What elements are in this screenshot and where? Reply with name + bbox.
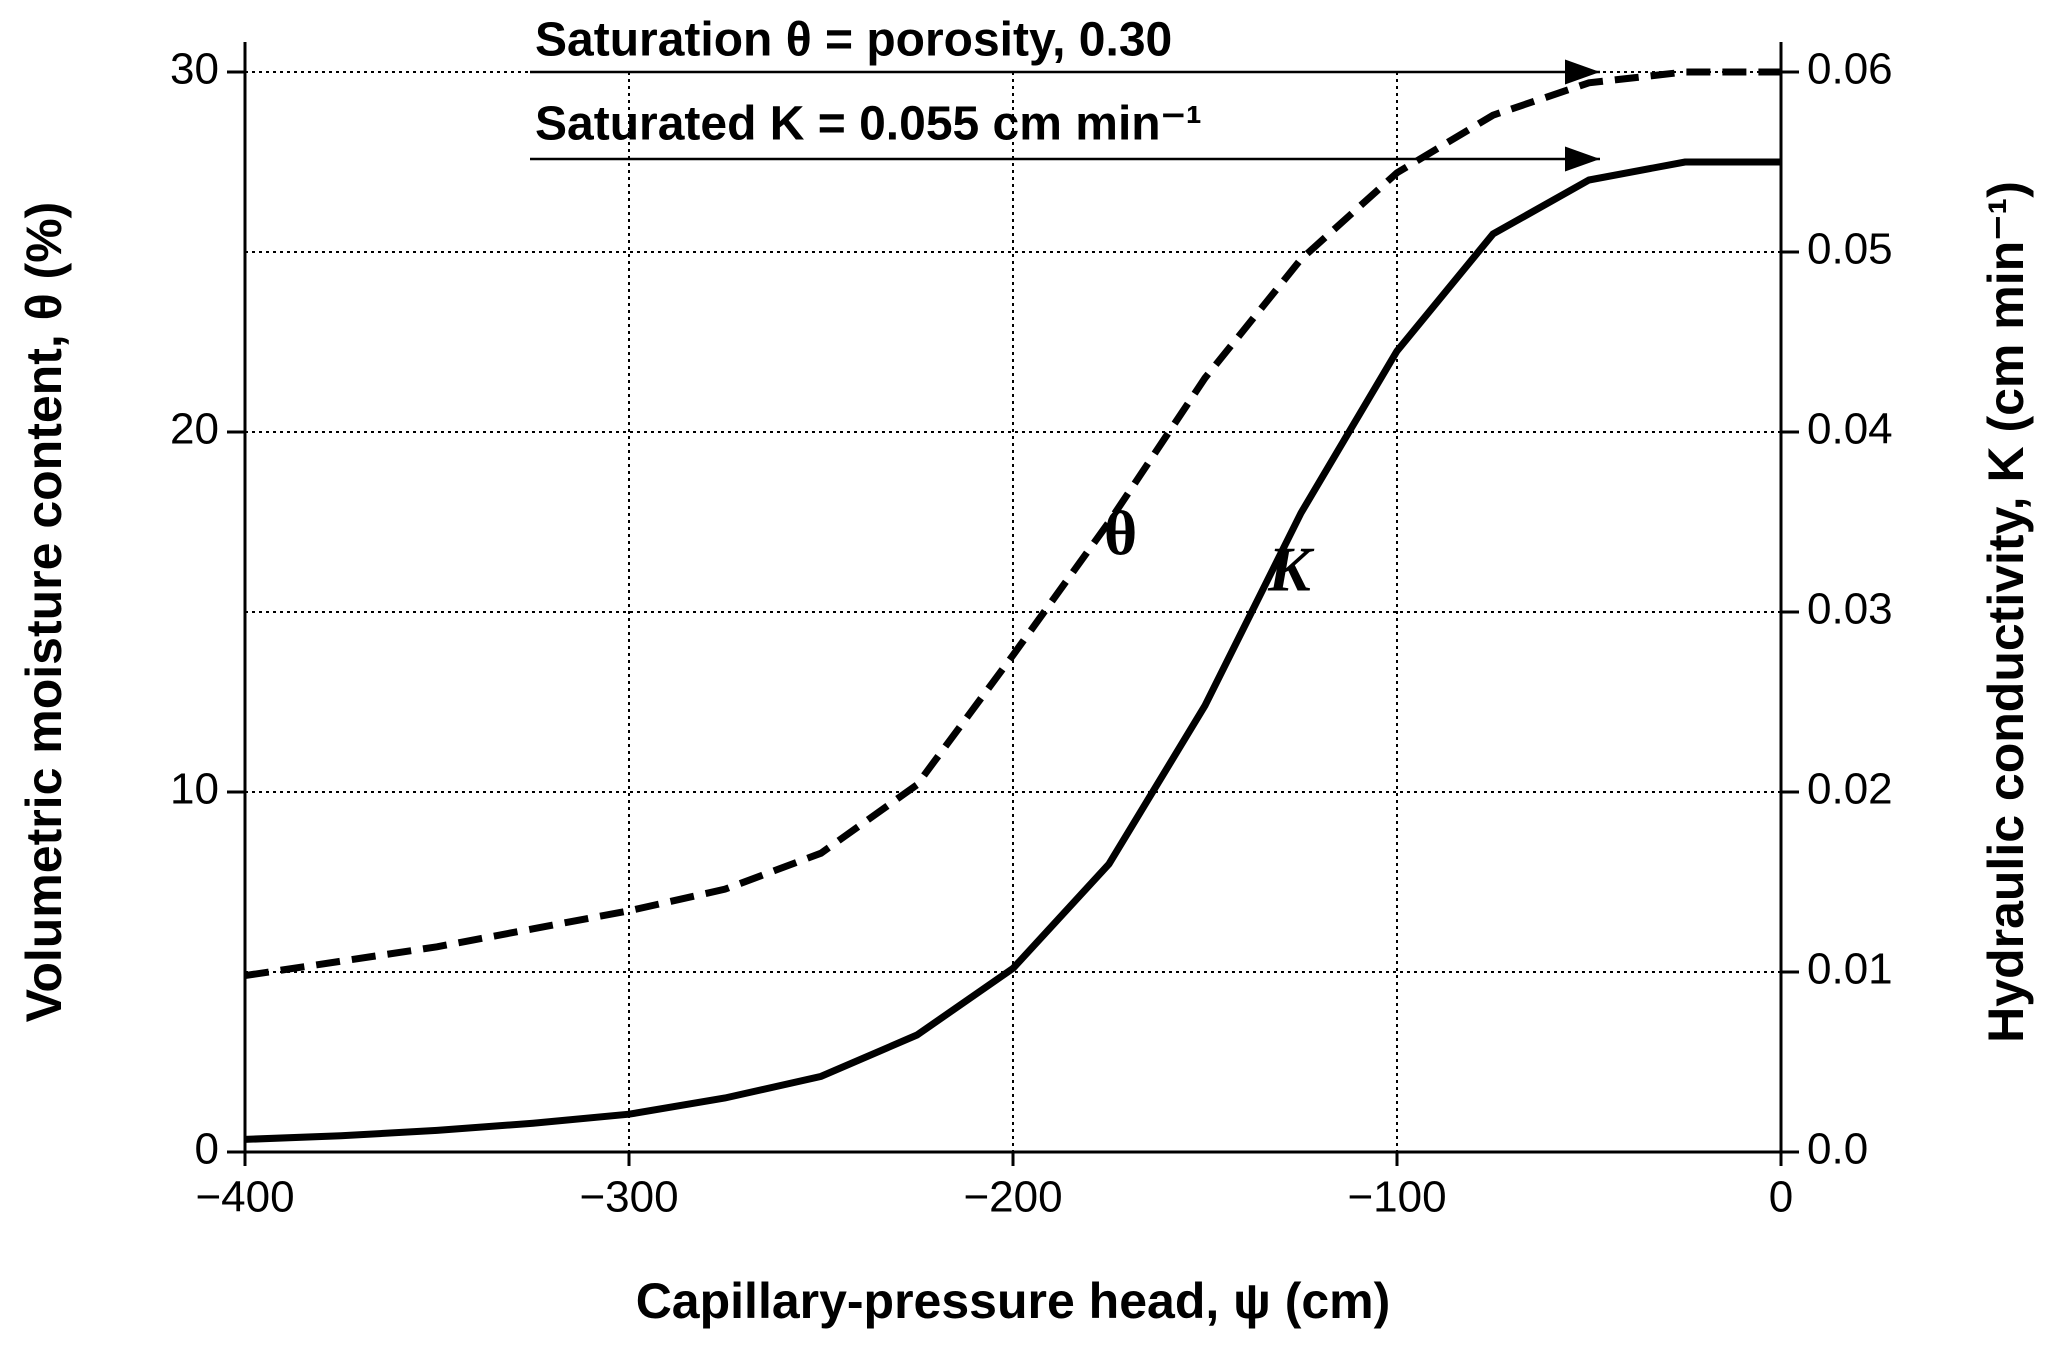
y-tick-label: 20 bbox=[170, 405, 219, 454]
y2-tick-label: 0.04 bbox=[1807, 405, 1893, 454]
y2-axis-title: Hydraulic conductivity, K (cm min⁻¹) bbox=[1978, 181, 2034, 1043]
y2-tick-label: 0.05 bbox=[1807, 225, 1893, 274]
series-label: θ bbox=[1104, 498, 1137, 569]
x-tick-label: 0 bbox=[1769, 1173, 1793, 1222]
annotation: Saturated K = 0.055 cm min⁻¹ bbox=[535, 98, 1202, 151]
annotation: Saturation θ = porosity, 0.30 bbox=[535, 14, 1172, 67]
y2-tick-label: 0.0 bbox=[1807, 1125, 1868, 1174]
x-axis-title: Capillary-pressure head, ψ (cm) bbox=[636, 1273, 1391, 1329]
series-line bbox=[244, 158, 1781, 1143]
x-tick-label: −100 bbox=[1347, 1173, 1446, 1222]
x-tick-label: −200 bbox=[963, 1173, 1062, 1222]
y2-tick-label: 0.06 bbox=[1807, 45, 1893, 94]
y-tick-label: 10 bbox=[170, 765, 219, 814]
series-label: K bbox=[1267, 534, 1315, 605]
y2-tick-label: 0.01 bbox=[1807, 945, 1893, 994]
x-tick-label: −300 bbox=[579, 1173, 678, 1222]
y2-tick-label: 0.03 bbox=[1807, 585, 1893, 634]
y2-tick-label: 0.02 bbox=[1807, 765, 1893, 814]
y-axis-title: Volumetric moisture content, θ (%) bbox=[16, 202, 72, 1023]
series-line bbox=[244, 68, 1781, 980]
x-tick-label: −400 bbox=[195, 1173, 294, 1222]
y-tick-label: 30 bbox=[170, 45, 219, 94]
y-tick-label: 0 bbox=[195, 1125, 219, 1174]
